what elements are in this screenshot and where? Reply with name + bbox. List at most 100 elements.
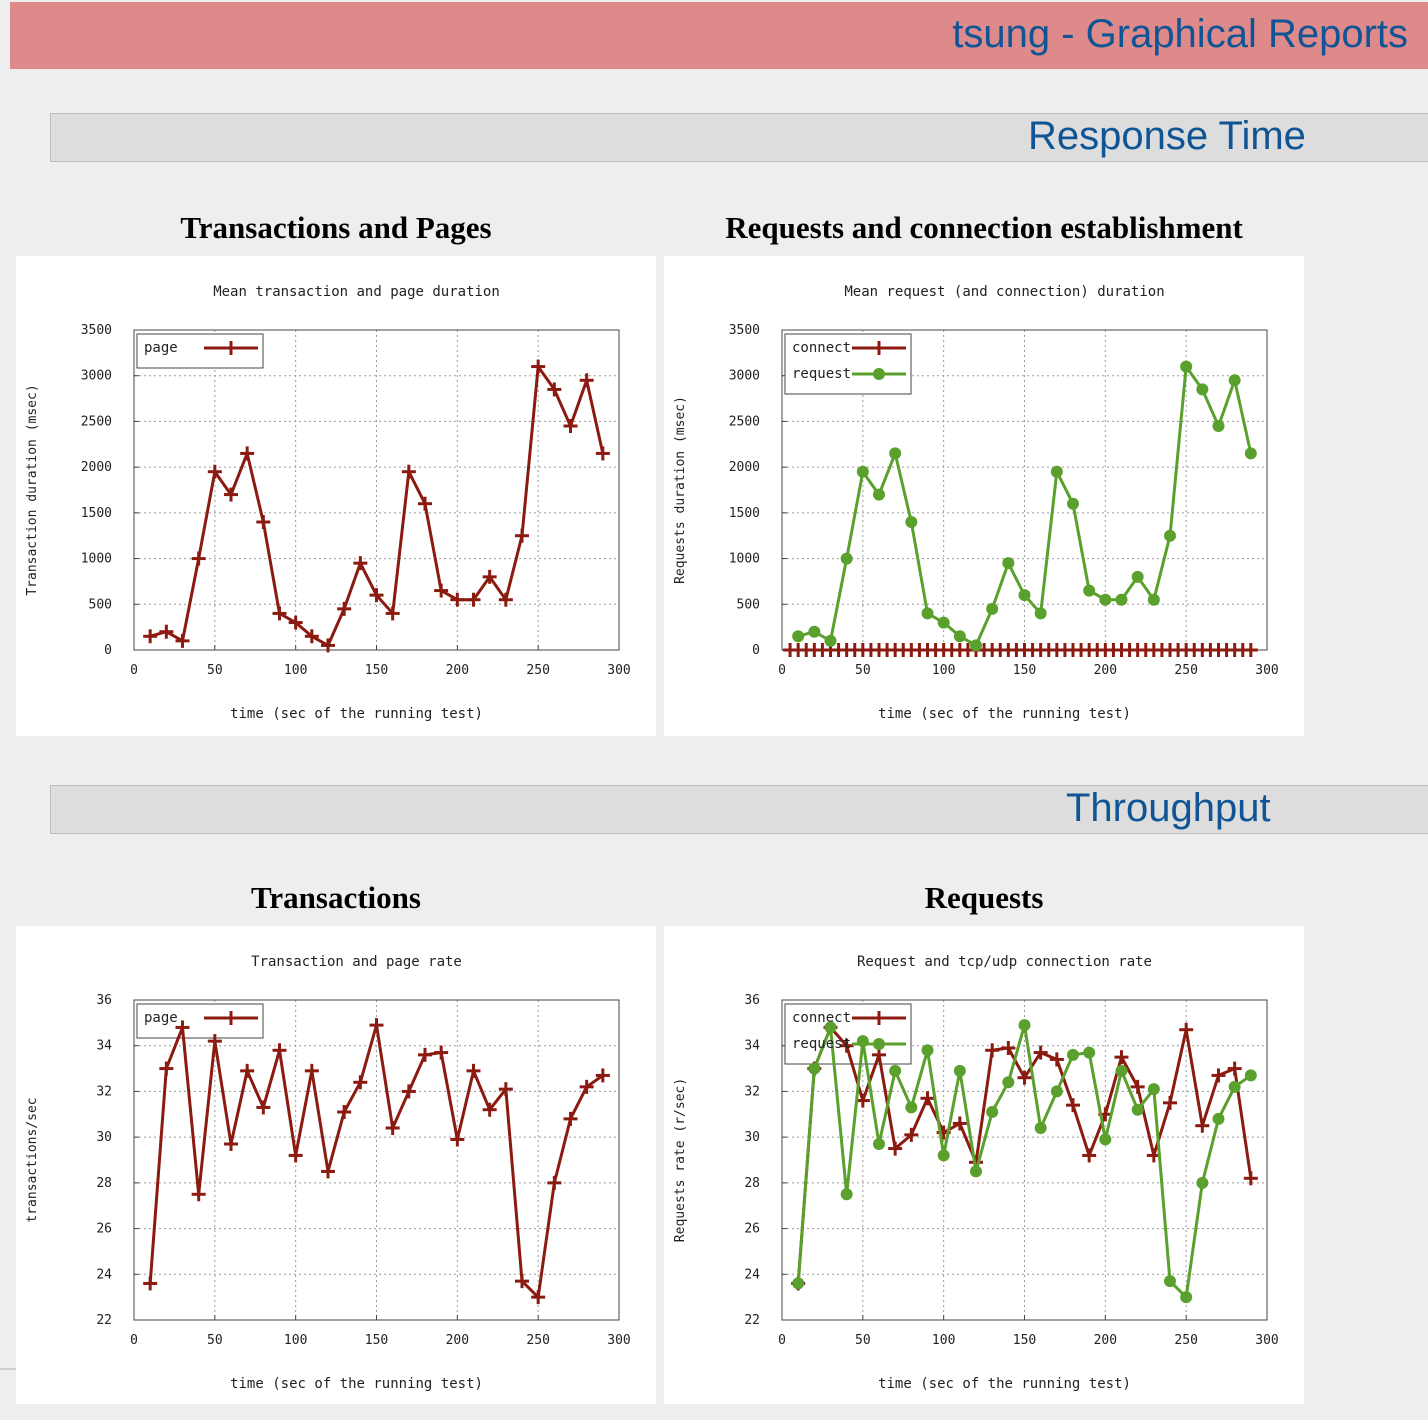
c01-point-request-21 bbox=[1131, 570, 1144, 583]
c11-point-request-7 bbox=[905, 1101, 918, 1114]
c00-legend-marker-page bbox=[224, 341, 238, 355]
c01-legend-label-request: request bbox=[792, 366, 851, 382]
c11-point-connect-12 bbox=[985, 1043, 1000, 1058]
c01-xtick-250: 250 bbox=[1174, 663, 1197, 678]
chart-request-rate-svg: 0 50 100 150 200 250 300 22 24 26 28 30 32 34 36 Reques… bbox=[673, 954, 1279, 1392]
c01-point-request-20 bbox=[1115, 593, 1128, 606]
c10-xtick-250: 250 bbox=[526, 1333, 549, 1348]
c10-point-page-22 bbox=[498, 1082, 513, 1097]
c00-point-page-26 bbox=[563, 419, 578, 433]
c01-xtick-100: 100 bbox=[932, 663, 955, 678]
c00-plot-frame bbox=[133, 329, 620, 651]
c00-ytick-0: 0 bbox=[104, 643, 112, 658]
c00-xtick-300: 300 bbox=[607, 663, 630, 678]
c00-point-page-8 bbox=[272, 606, 287, 621]
c01-point-request-10 bbox=[953, 630, 966, 643]
c11-legend-label-request: request bbox=[792, 1036, 851, 1052]
c01-xtick-150: 150 bbox=[1013, 663, 1036, 678]
c10-point-page-18 bbox=[434, 1045, 449, 1060]
c10-point-page-11 bbox=[321, 1164, 335, 1179]
c10-ylabel: transactions/sec bbox=[25, 1097, 40, 1222]
c10-legend-marker-page bbox=[224, 1011, 238, 1025]
c11-xtick-250: 250 bbox=[1174, 1333, 1197, 1348]
c01-point-connect-57 bbox=[1243, 643, 1258, 657]
c10-xtick-300: 300 bbox=[607, 1333, 630, 1348]
c10-point-page-23 bbox=[515, 1274, 529, 1289]
c10-point-page-27 bbox=[579, 1079, 594, 1094]
c11-point-connect-8 bbox=[920, 1091, 935, 1106]
c10-xtick-150: 150 bbox=[365, 1333, 388, 1348]
c01-point-request-19 bbox=[1099, 593, 1112, 606]
c00-legend-label-page: page bbox=[144, 340, 178, 356]
section-bar-response-time bbox=[50, 113, 1428, 162]
c01-point-request-9 bbox=[937, 616, 950, 629]
c11-point-request-5 bbox=[873, 1138, 885, 1150]
c10-point-page-3 bbox=[191, 1187, 206, 1202]
c00-point-page-16 bbox=[401, 464, 416, 479]
c10-legend-label-page: page bbox=[144, 1010, 178, 1026]
c11-point-request-20 bbox=[1115, 1064, 1128, 1077]
c11-xtick-200: 200 bbox=[1094, 1333, 1117, 1348]
c11-point-request-22 bbox=[1147, 1083, 1160, 1096]
c00-ytick-3500: 3500 bbox=[81, 323, 112, 338]
c00-point-page-11 bbox=[321, 638, 335, 653]
c01-point-request-24 bbox=[1180, 360, 1193, 373]
c10-ytick-34: 34 bbox=[96, 1039, 112, 1054]
c11-point-connect-4 bbox=[855, 1093, 870, 1108]
c11-point-connect-13 bbox=[1001, 1041, 1016, 1055]
c10-point-page-5 bbox=[224, 1137, 238, 1151]
c00-point-page-17 bbox=[418, 496, 432, 511]
chart-request-duration: 0 50 100 150 200 250 300 0 500 1000 1500 2000 2500 30… bbox=[664, 256, 1304, 736]
c01-point-request-8 bbox=[921, 607, 934, 620]
c00-ylabel: Transaction duration (msec) bbox=[25, 384, 40, 595]
c00-point-page-0 bbox=[143, 629, 158, 644]
c01-point-request-6 bbox=[889, 447, 902, 460]
c00-xtick-250: 250 bbox=[526, 663, 549, 678]
c10-point-page-9 bbox=[288, 1148, 303, 1163]
c00-legend-box bbox=[136, 333, 264, 369]
c11-legend-marker-request bbox=[873, 1038, 885, 1050]
c00-point-page-19 bbox=[450, 592, 465, 607]
c11-point-connect-23 bbox=[1163, 1095, 1177, 1110]
c11-xtick-150: 150 bbox=[1013, 1333, 1036, 1348]
c11-ytick-24: 24 bbox=[744, 1267, 760, 1282]
c00-point-page-13 bbox=[353, 556, 368, 571]
c01-point-request-27 bbox=[1228, 374, 1241, 387]
chart-transaction-rate: 0 50 100 150 200 250 300 22 24 26 28 30 32 34 36 Transa… bbox=[16, 926, 656, 1406]
c10-point-page-8 bbox=[272, 1043, 287, 1058]
c01-xtick-0: 0 bbox=[778, 663, 786, 678]
c11-ytick-36: 36 bbox=[744, 993, 760, 1008]
c01-point-request-13 bbox=[1002, 557, 1015, 570]
c10-plot-frame bbox=[133, 999, 620, 1321]
c00-point-page-7 bbox=[256, 515, 271, 529]
c00-point-page-9 bbox=[288, 615, 303, 630]
c11-point-request-23 bbox=[1164, 1275, 1176, 1288]
c00-point-page-12 bbox=[337, 601, 352, 616]
c11-point-request-16 bbox=[1050, 1085, 1063, 1098]
c01-ytick-2000: 2000 bbox=[729, 460, 760, 475]
c01-point-request-5 bbox=[873, 488, 885, 501]
c10-xtick-100: 100 bbox=[284, 1333, 307, 1348]
c11-ytick-32: 32 bbox=[744, 1084, 760, 1099]
c11-point-request-14 bbox=[1018, 1019, 1031, 1032]
c01-point-request-12 bbox=[986, 602, 999, 615]
c00-xtick-50: 50 bbox=[207, 663, 223, 678]
c01-xtick-300: 300 bbox=[1255, 663, 1278, 678]
c01-ytick-0: 0 bbox=[752, 643, 760, 658]
c01-point-request-15 bbox=[1034, 607, 1047, 620]
chart-heading-transactions-pages: Transactions and Pages bbox=[180, 210, 492, 245]
c10-ytick-30: 30 bbox=[96, 1130, 112, 1145]
c10-point-page-13 bbox=[353, 1075, 368, 1090]
c10-title: Transaction and page rate bbox=[251, 954, 462, 970]
c11-point-connect-15 bbox=[1033, 1045, 1048, 1060]
c11-point-connect-3 bbox=[839, 1038, 854, 1053]
c11-point-request-19 bbox=[1099, 1133, 1112, 1146]
section-title-throughput: Throughput bbox=[1066, 786, 1271, 830]
c00-point-page-23 bbox=[515, 528, 529, 543]
c01-point-request-16 bbox=[1050, 465, 1063, 478]
c11-point-request-2 bbox=[824, 1021, 837, 1034]
c00-title: Mean transaction and page duration bbox=[213, 284, 500, 300]
c01-point-request-11 bbox=[970, 639, 982, 652]
c10-point-page-4 bbox=[207, 1034, 222, 1049]
c11-point-connect-24 bbox=[1179, 1022, 1194, 1037]
